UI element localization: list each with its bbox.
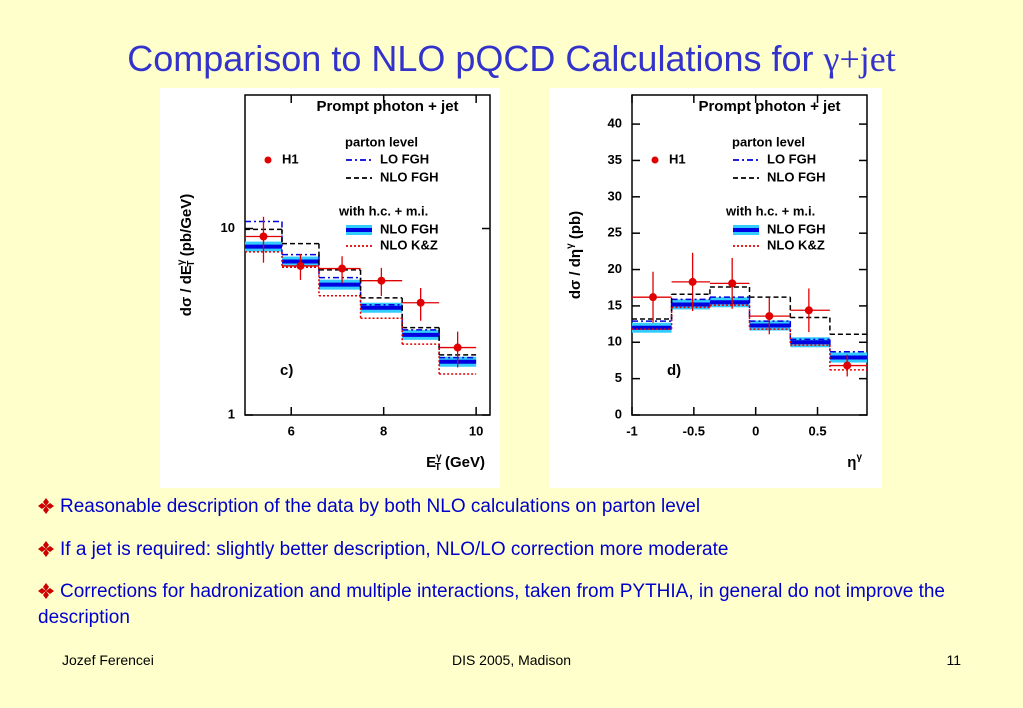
panel-label: d): [667, 362, 681, 379]
legend-header: with h.c. + m.i.: [338, 203, 428, 218]
footer-left: Jozef Ferencei: [62, 652, 154, 668]
chart-title: Prompt photon + jet: [316, 98, 458, 115]
legend-label: H1: [669, 151, 686, 166]
data-point: [296, 261, 305, 270]
bullet: Corrections for hadronization and multip…: [38, 579, 973, 631]
bullet-icon: [38, 583, 54, 599]
y-axis-label: dσ / dηγ (pb): [565, 211, 584, 299]
legend-header: parton level: [345, 134, 418, 149]
y-tick-label: 5: [615, 370, 622, 385]
legend-label: LO FGH: [767, 151, 816, 166]
legend-marker: [264, 156, 272, 164]
x-axis-label-part: T: [435, 462, 441, 473]
y-tick-label: 0: [615, 406, 622, 421]
y-axis-label-part: γ: [565, 243, 576, 249]
y-axis-label-part: T: [186, 260, 197, 266]
y-axis-label-part: dσ / dE: [178, 265, 195, 316]
data-point: [416, 298, 425, 307]
bullet-icon: [38, 498, 54, 514]
y-tick-label: 20: [608, 261, 622, 276]
y-axis-label: dσ / dEγT (pb/GeV): [176, 194, 197, 316]
x-tick-label: -1: [626, 423, 638, 438]
y-tick-label: 10: [221, 220, 235, 235]
legend-label: NLO FGH: [767, 169, 826, 184]
legend-header: with h.c. + m.i.: [725, 203, 815, 218]
panel-label: c): [280, 362, 293, 379]
x-axis-label-part: γ: [436, 452, 442, 463]
y-axis-label-part: dσ / dη: [567, 249, 584, 299]
y-axis-label-part: (pb): [567, 211, 584, 243]
x-axis-label-part: E: [426, 454, 436, 471]
bullet-text: Reasonable description of the data by bo…: [60, 496, 701, 517]
plot-frame: [631, 94, 868, 416]
bullet-text: Corrections for hadronization and multip…: [38, 581, 946, 628]
legend-label: LO FGH: [380, 151, 429, 166]
bullet-text: If a jet is required: slightly better de…: [60, 539, 729, 560]
legend-marker: [651, 156, 659, 164]
x-tick-label: 0: [752, 423, 759, 438]
x-axis-label-part: η: [847, 454, 856, 471]
data-point: [338, 264, 347, 273]
slide-title: Comparison to NLO pQCD Calculations for …: [0, 38, 1023, 80]
y-axis-label-part: γ: [176, 259, 187, 265]
legend-label: NLO FGH: [380, 221, 439, 236]
data-point: [259, 232, 268, 241]
legend-label: H1: [282, 151, 299, 166]
x-tick-label: 0.5: [808, 423, 826, 438]
title-text: Comparison to NLO pQCD Calculations for: [127, 38, 814, 79]
bullet: If a jet is required: slightly better de…: [38, 537, 973, 563]
x-axis-label-part: (GeV): [441, 454, 485, 471]
data-point: [843, 361, 852, 370]
x-axis-label: ηγ: [847, 452, 862, 471]
legend-label: NLO FGH: [380, 169, 439, 184]
legend-header: parton level: [732, 134, 805, 149]
plot-frame: [244, 94, 491, 416]
bullet-icon: [38, 541, 54, 557]
y-tick-label: 10: [608, 334, 622, 349]
chart-panel: [549, 88, 882, 488]
data-point: [765, 312, 774, 321]
data-point: [728, 279, 737, 288]
bullet: Reasonable description of the data by bo…: [38, 494, 973, 520]
legend-label: NLO K&Z: [380, 237, 438, 252]
legend-label: NLO K&Z: [767, 237, 825, 252]
y-tick-label: 25: [608, 225, 622, 240]
footer-center: DIS 2005, Madison: [451, 652, 572, 668]
data-point: [649, 293, 658, 302]
footer-right: 11: [946, 652, 961, 668]
data-point: [453, 343, 462, 352]
data-point: [688, 277, 697, 286]
data-point: [804, 306, 813, 315]
y-tick-label: 35: [608, 152, 622, 167]
x-axis-label: Eγ T (GeV): [426, 452, 485, 473]
x-tick-label: -0.5: [683, 423, 705, 438]
x-axis-label-part: γ: [856, 452, 862, 463]
y-axis-label-part: (pb/GeV): [178, 194, 195, 261]
title-symbol: γ+jet: [823, 39, 896, 79]
x-tick-label: 10: [469, 423, 483, 438]
y-tick-label: 15: [608, 297, 622, 312]
y-tick-label: 40: [608, 116, 622, 131]
y-tick-label: 30: [608, 188, 622, 203]
x-tick-label: 6: [288, 423, 295, 438]
x-tick-label: 8: [380, 423, 387, 438]
legend-label: NLO FGH: [767, 221, 826, 236]
y-tick-label: 1: [228, 406, 235, 421]
chart-title: Prompt photon + jet: [698, 98, 840, 115]
data-point: [377, 276, 386, 285]
